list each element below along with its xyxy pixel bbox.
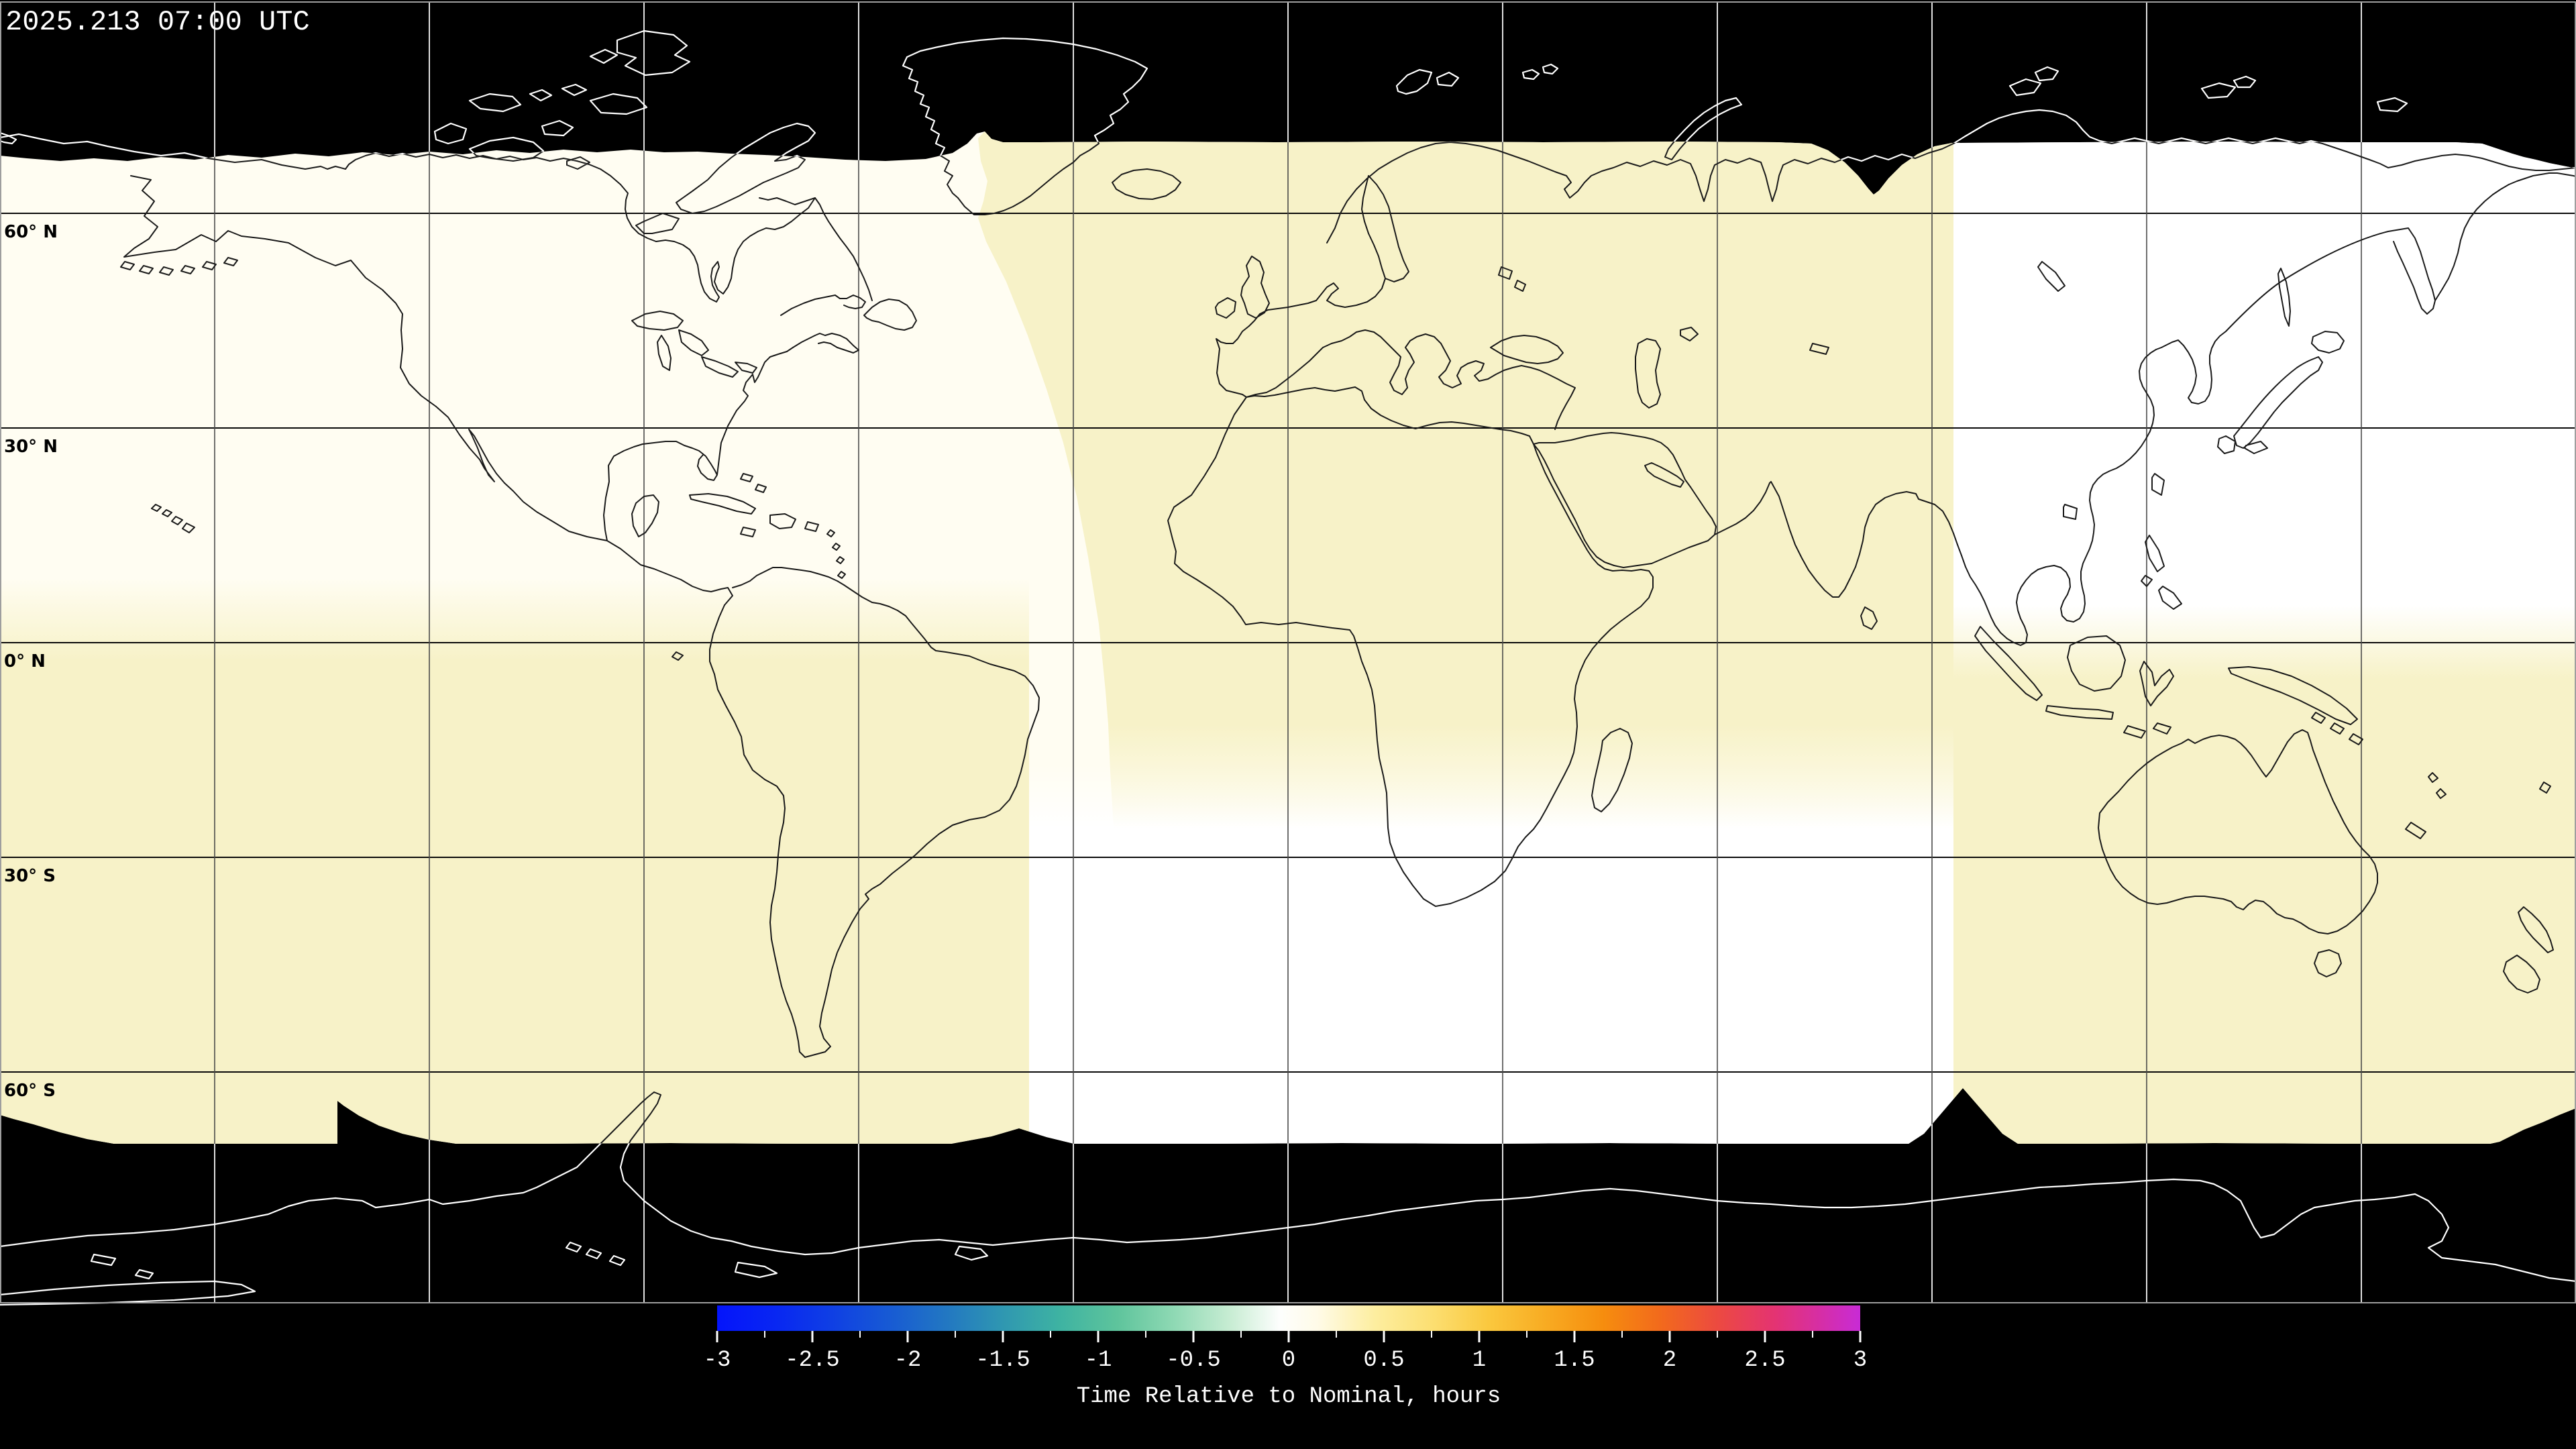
- latitude-label: 60° N: [4, 222, 58, 242]
- colorbar-tick-label: -3: [704, 1348, 731, 1373]
- colorbar-tick-labels: -3 -2.5 -2 -1.5 -1 -0.5 0 0.5 1 1.5 2 2.5 3: [704, 1348, 1868, 1373]
- colorbar-gradient-bar: [717, 1305, 1860, 1331]
- latitude-label: 30° N: [4, 437, 58, 457]
- timestamp: 2025.213 07:00 UTC: [5, 6, 310, 38]
- colorbar-tick-label: 0.5: [1363, 1348, 1404, 1373]
- colorbar-tick-label: -1.5: [975, 1348, 1030, 1373]
- latitude-label: 0° N: [4, 651, 46, 672]
- map-frame: [0, 1, 2576, 1303]
- colorbar-tick-label: -1: [1085, 1348, 1112, 1373]
- coverage-yellow-southwest: [0, 661, 1029, 1144]
- colorbar-tick-label: 1: [1472, 1348, 1486, 1373]
- colorbar-tick-label: 0: [1282, 1348, 1295, 1373]
- colorbar-title: Time Relative to Nominal, hours: [1077, 1384, 1501, 1409]
- colorbar-tick-label: 1.5: [1554, 1348, 1595, 1373]
- colorbar-tick-label: 2.5: [1744, 1348, 1785, 1373]
- latitude-labels: 60° N 30° N 0° N 30° S 60° S: [4, 222, 58, 1101]
- coverage-yellow-southeast: [1953, 679, 2576, 1144]
- coverage-yellow-southwest-fade: [0, 578, 1029, 661]
- colorbar: -3 -2.5 -2 -1.5 -1 -0.5 0 0.5 1 1.5 2 2.5 3 Time Rel…: [704, 1305, 1868, 1409]
- latitude-label: 30° S: [4, 866, 56, 886]
- colorbar-ticks: [716, 1331, 1862, 1342]
- colorbar-tick-label: 2: [1663, 1348, 1676, 1373]
- colorbar-tick-label: -0.5: [1166, 1348, 1221, 1373]
- coverage-yellow-central-fade: [1108, 724, 1953, 828]
- latitude-label: 60° S: [4, 1081, 56, 1101]
- colorbar-tick-label: -2.5: [785, 1348, 840, 1373]
- coverage-bright-right-north: [1953, 131, 2576, 644]
- colorbar-tick-label: 3: [1854, 1348, 1867, 1373]
- colorbar-tick-label: -2: [894, 1348, 922, 1373]
- coverage-bright-center-south: [1029, 828, 1953, 1144]
- coverage-area: [0, 131, 2576, 1144]
